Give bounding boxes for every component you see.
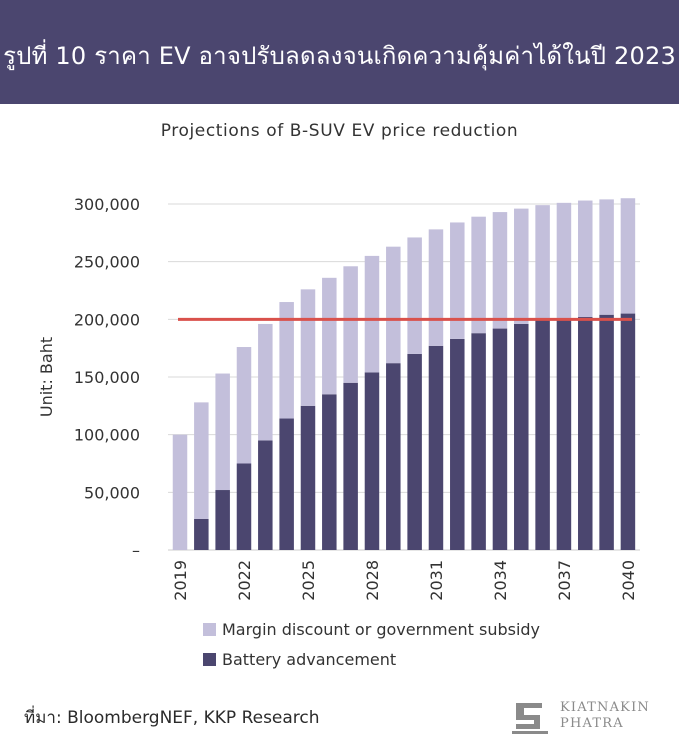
y-tick-label: 300,000 — [74, 195, 140, 214]
bar-battery-2028 — [364, 372, 380, 550]
bar-margin-2031 — [428, 229, 444, 346]
bar-margin-2028 — [364, 255, 380, 373]
y-axis-label: Unit: Baht — [37, 337, 56, 417]
x-tick-label: 2028 — [363, 560, 382, 601]
bar-battery-2029 — [386, 363, 401, 550]
bar-margin-2033 — [471, 216, 486, 334]
bar-margin-2039 — [599, 199, 614, 315]
bar-battery-2034 — [492, 328, 508, 550]
chart-title: Projections of B-SUV EV price reduction — [160, 121, 519, 141]
header-banner: รูปที่ 10 ราคา EV อาจปรับลดลงจนเกิดความค… — [0, 0, 679, 104]
bar-battery-2022 — [236, 463, 252, 550]
x-tick-label: 2022 — [235, 560, 254, 601]
bar-margin-2026 — [322, 277, 337, 395]
bar-battery-2039 — [599, 314, 614, 550]
y-tick-label: 250,000 — [74, 253, 140, 272]
x-tick-label: 2034 — [491, 560, 510, 601]
bar-battery-2031 — [428, 345, 444, 550]
y-tick-label: 150,000 — [74, 368, 140, 387]
bar-margin-2019 — [172, 434, 188, 550]
bar-margin-2034 — [492, 212, 508, 329]
y-tick-label: 50,000 — [84, 483, 140, 502]
bar-margin-2021 — [215, 373, 230, 491]
y-tick-label: – — [132, 541, 140, 560]
bar-margin-2024 — [279, 302, 294, 419]
source-note: ที่มา: BloombergNEF, KKP Research — [24, 708, 320, 728]
x-tick-label: 2031 — [427, 560, 446, 601]
bar-battery-2020 — [194, 518, 209, 550]
figure-title: รูปที่ 10 ราคา EV อาจปรับลดลงจนเกิดความค… — [3, 42, 676, 70]
bar-margin-2030 — [407, 237, 422, 354]
bar-margin-2038 — [578, 200, 593, 318]
x-tick-label: 2025 — [299, 560, 318, 601]
bar-battery-2033 — [471, 333, 486, 550]
logo-text-line1: KIATNAKIN — [560, 700, 650, 715]
bar-battery-2025 — [300, 405, 316, 550]
x-tick-label: 2037 — [555, 560, 574, 601]
bar-battery-2024 — [279, 418, 294, 550]
bar-battery-2023 — [258, 440, 273, 550]
y-tick-label: 100,000 — [74, 426, 140, 445]
logo-mark-icon — [512, 703, 548, 734]
bar-battery-2026 — [322, 394, 337, 550]
kiatnakin-phatra-logo: KIATNAKIN PHATRA — [512, 697, 662, 737]
bar-battery-2035 — [514, 323, 529, 550]
logo-text-line2: PHATRA — [560, 716, 624, 731]
bar-margin-2029 — [386, 246, 401, 364]
bar-margin-2035 — [514, 208, 529, 324]
x-tick-label: 2040 — [619, 560, 638, 601]
stacked-bar-chart: – 50,000 100,000 150,000 200,000 250,000 300,0… — [37, 195, 640, 669]
bar-margin-2036 — [535, 205, 550, 321]
legend-label: Battery advancement — [222, 650, 396, 669]
legend-label: Margin discount or government subsidy — [222, 620, 540, 639]
y-tick-label: 200,000 — [74, 310, 140, 329]
bar-margin-2022 — [236, 347, 252, 464]
bar-margin-2037 — [556, 202, 572, 320]
bar-battery-2038 — [578, 317, 593, 550]
x-tick-label: 2019 — [171, 560, 190, 601]
bar-battery-2040 — [620, 313, 636, 550]
bar-battery-2036 — [535, 320, 550, 550]
bar-battery-2037 — [556, 319, 572, 550]
bar-battery-2027 — [343, 382, 358, 550]
bar-battery-2021 — [215, 490, 230, 550]
bar-margin-2040 — [620, 198, 636, 314]
legend-swatch — [203, 653, 216, 666]
bar-margin-2027 — [343, 266, 358, 383]
bar-margin-2020 — [194, 402, 209, 519]
legend-swatch — [203, 623, 216, 636]
bar-margin-2023 — [258, 323, 273, 441]
bar-battery-2030 — [407, 353, 422, 550]
bar-margin-2025 — [300, 289, 316, 406]
bar-margin-2032 — [450, 222, 465, 339]
bar-battery-2032 — [450, 338, 465, 550]
